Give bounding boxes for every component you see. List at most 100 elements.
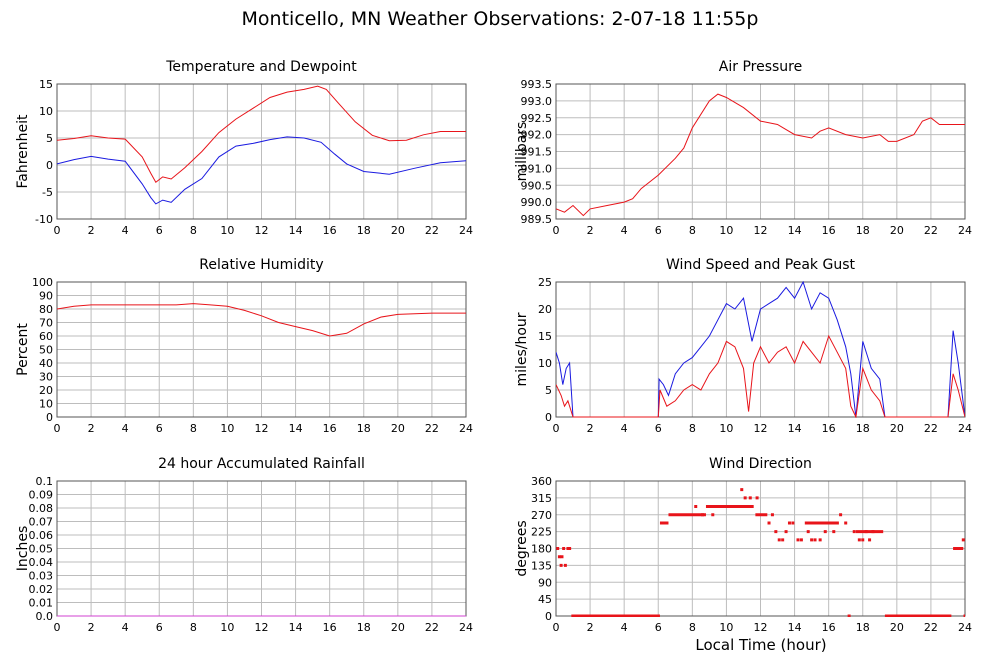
y-tick-label: -5 bbox=[42, 186, 53, 199]
y-tick-label: 993.5 bbox=[521, 78, 553, 91]
y-tick-label: 992.0 bbox=[521, 129, 553, 142]
y-tick-label: 991.5 bbox=[521, 146, 553, 159]
series-line-blue bbox=[57, 136, 466, 205]
direction-point bbox=[799, 538, 803, 542]
x-tick-label: 20 bbox=[391, 422, 405, 435]
direction-point bbox=[557, 555, 561, 559]
direction-point bbox=[818, 538, 822, 542]
x-tick-label: 4 bbox=[621, 224, 628, 237]
direction-point bbox=[563, 563, 567, 567]
y-axis-label: degrees bbox=[514, 520, 530, 576]
y-tick-label: 15 bbox=[39, 78, 53, 91]
x-tick-label: 8 bbox=[190, 422, 197, 435]
x-tick-label: 14 bbox=[788, 422, 802, 435]
y-tick-label: 180 bbox=[531, 543, 552, 556]
x-tick-label: 18 bbox=[357, 224, 371, 237]
y-tick-label: 0.04 bbox=[29, 556, 54, 569]
y-tick-label: 225 bbox=[531, 526, 552, 539]
y-tick-label: 0 bbox=[545, 411, 552, 424]
direction-point bbox=[556, 547, 560, 550]
y-tick-label: -10 bbox=[35, 213, 53, 226]
x-tick-label: 14 bbox=[289, 224, 303, 237]
direction-point bbox=[740, 488, 744, 492]
plot-frame bbox=[555, 480, 966, 617]
direction-point bbox=[748, 496, 752, 500]
x-tick-label: 4 bbox=[122, 422, 129, 435]
y-tick-label: 25 bbox=[538, 276, 552, 289]
x-tick-label: 20 bbox=[890, 224, 904, 237]
direction-point bbox=[813, 538, 817, 542]
x-tick-label: 18 bbox=[856, 224, 870, 237]
y-tick-label: 0.08 bbox=[29, 502, 54, 515]
direction-point bbox=[847, 614, 851, 617]
plot-frame bbox=[56, 83, 467, 220]
x-tick-label: 10 bbox=[719, 224, 733, 237]
x-tick-label: 10 bbox=[719, 422, 733, 435]
y-tick-label: 0 bbox=[545, 610, 552, 623]
y-tick-label: 990.0 bbox=[521, 196, 553, 209]
direction-point bbox=[568, 547, 572, 550]
x-tick-label: 10 bbox=[220, 422, 234, 435]
x-tick-label: 8 bbox=[190, 224, 197, 237]
direction-point bbox=[731, 505, 735, 508]
direction-point bbox=[796, 538, 800, 542]
y-tick-label: 0.01 bbox=[29, 597, 54, 610]
y-tick-label: 0.02 bbox=[29, 583, 54, 596]
y-tick-label: 20 bbox=[538, 303, 552, 316]
x-tick-label: 10 bbox=[719, 621, 733, 634]
x-tick-label: 2 bbox=[88, 422, 95, 435]
series-line-red bbox=[556, 93, 965, 217]
direction-point bbox=[781, 538, 785, 542]
y-axis-label: Fahrenheit bbox=[15, 114, 31, 189]
x-tick-label: 22 bbox=[425, 224, 439, 237]
series-line-red bbox=[57, 85, 466, 184]
y-tick-label: 50 bbox=[39, 344, 53, 357]
direction-point bbox=[774, 530, 778, 534]
direction-point bbox=[827, 521, 831, 525]
x-tick-label: 2 bbox=[587, 224, 594, 237]
plot-frame bbox=[555, 83, 966, 220]
direction-point bbox=[560, 555, 564, 559]
y-tick-label: 0.1 bbox=[36, 475, 54, 488]
direction-point bbox=[844, 521, 848, 525]
y-tick-label: 989.5 bbox=[521, 213, 553, 226]
x-tick-label: 14 bbox=[788, 621, 802, 634]
x-tick-label: 2 bbox=[88, 224, 95, 237]
y-axis-label: miles/hour bbox=[514, 312, 530, 386]
x-tick-label: 4 bbox=[621, 422, 628, 435]
y-tick-label: 90 bbox=[39, 290, 53, 303]
x-tick-label: 0 bbox=[553, 422, 560, 435]
direction-point bbox=[806, 530, 810, 534]
x-tick-label: 14 bbox=[289, 422, 303, 435]
x-tick-label: 24 bbox=[459, 224, 473, 237]
direction-point bbox=[861, 538, 865, 542]
x-tick-label: 4 bbox=[621, 621, 628, 634]
x-tick-label: 0 bbox=[553, 621, 560, 634]
x-tick-label: 2 bbox=[587, 422, 594, 435]
x-tick-label: 6 bbox=[655, 224, 662, 237]
y-axis-label: Percent bbox=[15, 323, 31, 376]
x-tick-label: 20 bbox=[391, 621, 405, 634]
x-tick-label: 16 bbox=[323, 422, 337, 435]
y-tick-label: 0.03 bbox=[29, 570, 54, 583]
y-tick-label: 90 bbox=[538, 576, 552, 589]
x-tick-label: 24 bbox=[459, 422, 473, 435]
y-tick-label: 0.07 bbox=[29, 516, 54, 529]
direction-point bbox=[767, 521, 771, 525]
x-tick-label: 8 bbox=[689, 422, 696, 435]
direction-point bbox=[810, 538, 814, 542]
y-tick-label: 992.5 bbox=[521, 112, 553, 125]
x-tick-label: 20 bbox=[890, 621, 904, 634]
y-tick-label: 0 bbox=[46, 159, 53, 172]
page-title: Monticello, MN Weather Observations: 2-0… bbox=[241, 8, 759, 30]
y-tick-label: 0.09 bbox=[29, 489, 54, 502]
y-axis-label: Inches bbox=[15, 526, 31, 571]
y-tick-label: 0.0 bbox=[36, 610, 54, 623]
y-tick-label: 100 bbox=[32, 276, 53, 289]
x-tick-label: 12 bbox=[255, 224, 269, 237]
y-tick-label: 80 bbox=[39, 303, 53, 316]
y-tick-label: 15 bbox=[538, 330, 552, 343]
